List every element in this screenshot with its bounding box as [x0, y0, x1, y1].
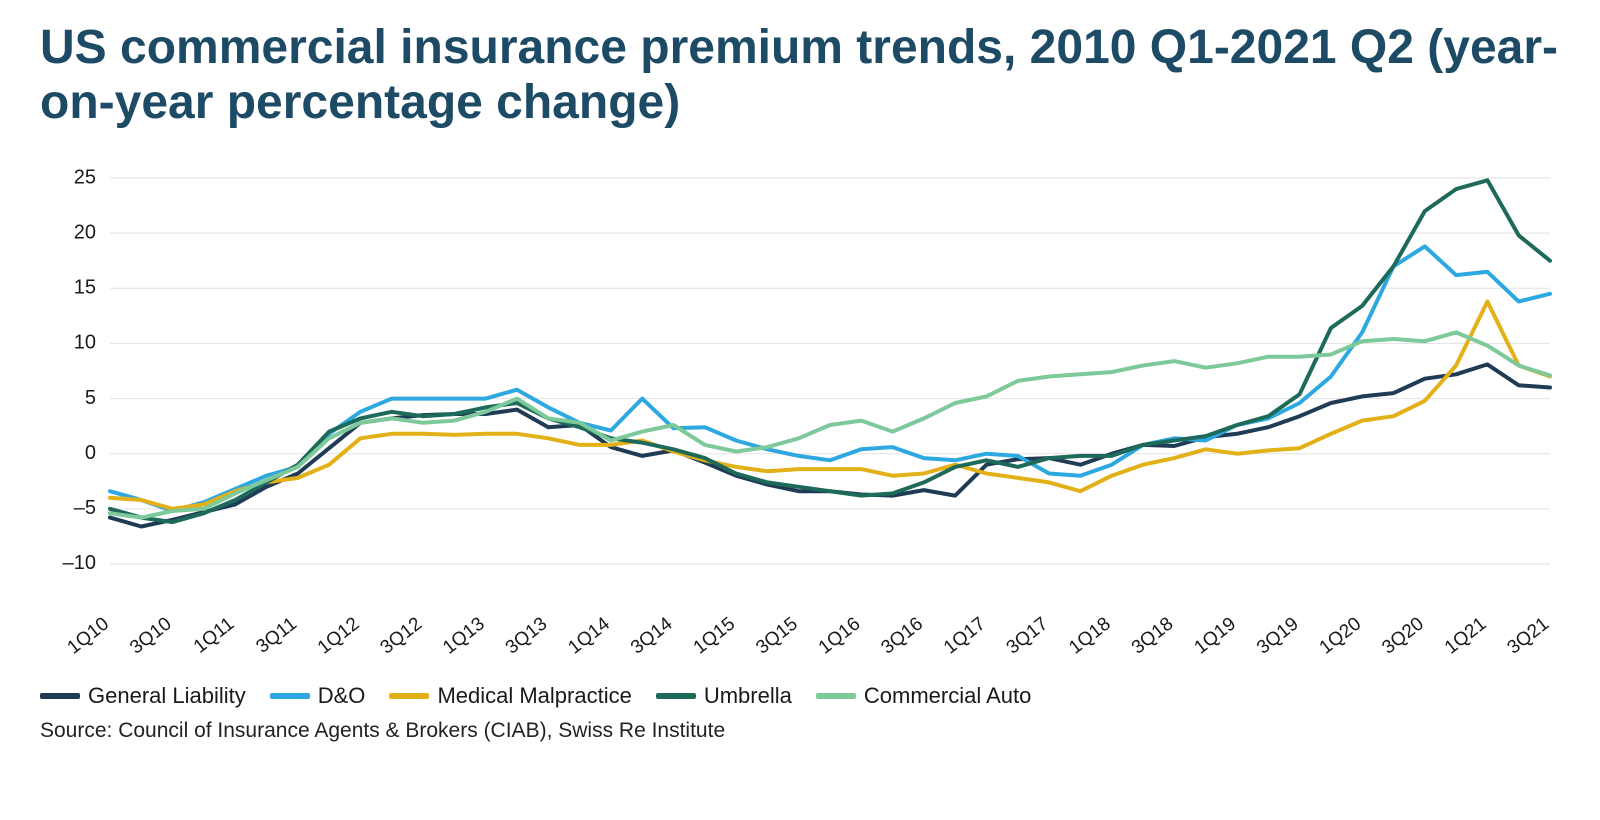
- line-chart: –10 –5 0 5 10 15 20 25 1Q10 3Q10 1Q11 3Q11 1Q12 3Q12 1…: [40, 146, 1560, 666]
- x-tick-label: 1Q21: [1441, 614, 1491, 659]
- legend-item: Medical Malpractice: [389, 683, 631, 709]
- legend-swatch: [270, 693, 310, 699]
- y-tick-label: –10: [63, 553, 96, 575]
- x-tick-label: 1Q11: [190, 614, 238, 658]
- legend-label: Commercial Auto: [864, 683, 1032, 709]
- x-tick-label: 3Q16: [877, 614, 927, 659]
- y-tick-label: –5: [74, 497, 96, 519]
- series-medical-malpractice: [110, 302, 1550, 509]
- y-tick-label: 20: [74, 222, 96, 244]
- legend-label: Umbrella: [704, 683, 792, 709]
- legend-swatch: [816, 693, 856, 699]
- x-tick-label: 3Q13: [502, 614, 552, 659]
- y-tick-label: 25: [74, 167, 96, 189]
- x-tick-label: 3Q11: [252, 614, 300, 658]
- x-tick-label: 3Q19: [1253, 614, 1303, 659]
- y-tick-label: 0: [85, 442, 96, 464]
- x-tick-label: 1Q10: [64, 614, 114, 659]
- legend-item: D&O: [270, 683, 366, 709]
- x-tick-label: 3Q20: [1378, 614, 1428, 659]
- series-d-o: [110, 247, 1550, 512]
- source-attribution: Source: Council of Insurance Agents & Br…: [40, 719, 1560, 743]
- x-tick-label: 1Q15: [690, 614, 740, 659]
- x-tick-label: 1Q16: [815, 614, 865, 659]
- x-tick-label: 3Q17: [1003, 614, 1053, 659]
- x-tick-label: 1Q18: [1065, 614, 1115, 659]
- x-tick-label: 3Q10: [126, 614, 176, 659]
- legend-swatch: [656, 693, 696, 699]
- chart-title: US commercial insurance premium trends, …: [40, 20, 1560, 130]
- x-tick-label: 1Q14: [564, 614, 614, 659]
- legend: General Liability D&O Medical Malpractice U…: [40, 683, 1560, 709]
- series-general-liability: [110, 365, 1550, 527]
- legend-item: Umbrella: [656, 683, 792, 709]
- y-tick-label: 5: [85, 387, 96, 409]
- legend-label: General Liability: [88, 683, 246, 709]
- legend-item: General Liability: [40, 683, 246, 709]
- x-tick-label: 3Q14: [627, 614, 677, 659]
- x-tick-label: 3Q12: [377, 614, 427, 659]
- page-root: US commercial insurance premium trends, …: [0, 0, 1600, 820]
- y-tick-label: 10: [74, 332, 96, 354]
- x-tick-label: 3Q15: [752, 614, 802, 659]
- y-tick-label: 15: [74, 277, 96, 299]
- x-tick-label: 1Q19: [1190, 614, 1240, 659]
- x-tick-label: 3Q21: [1504, 614, 1554, 659]
- chart-container: –10 –5 0 5 10 15 20 25 1Q10 3Q10 1Q11 3Q11 1Q12 3Q12 1…: [40, 146, 1560, 671]
- x-tick-label: 3Q18: [1128, 614, 1178, 659]
- x-tick-label: 1Q12: [314, 614, 364, 659]
- x-tick-label: 1Q17: [940, 614, 990, 659]
- x-tick-label: 1Q13: [439, 614, 489, 659]
- x-tick-label: 1Q20: [1316, 614, 1366, 659]
- legend-swatch: [40, 693, 80, 699]
- legend-label: D&O: [318, 683, 366, 709]
- legend-swatch: [389, 693, 429, 699]
- legend-item: Commercial Auto: [816, 683, 1032, 709]
- legend-label: Medical Malpractice: [437, 683, 631, 709]
